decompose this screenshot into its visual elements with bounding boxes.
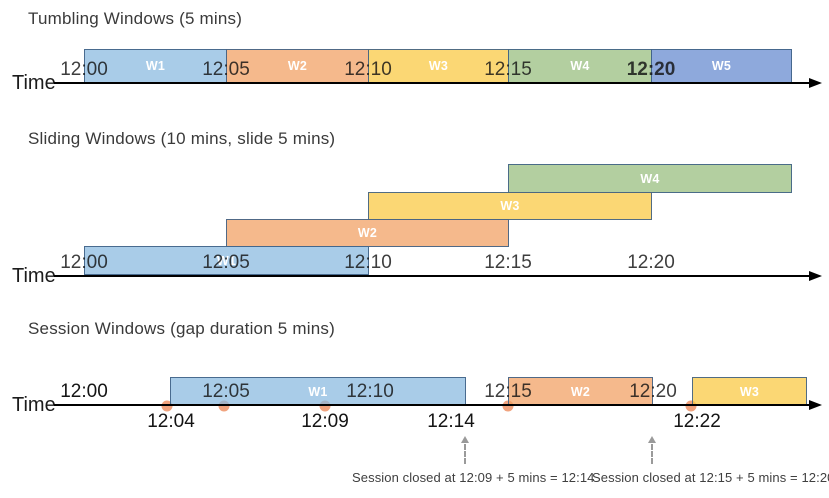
tumbling-axis-arrowhead-icon bbox=[809, 78, 822, 88]
sliding-window-w4: W4 bbox=[508, 164, 792, 193]
session-axis-label: Time bbox=[12, 394, 56, 416]
tumbling-window-w5: W5 bbox=[651, 49, 792, 83]
tumbling-tick: 12:15 bbox=[484, 59, 532, 80]
session-window-w1: W1 bbox=[170, 377, 466, 406]
event-dot-1205 bbox=[218, 400, 230, 412]
event-time-label: 12:14 bbox=[427, 411, 475, 432]
event-dot-1215 bbox=[502, 400, 514, 412]
tumbling-section-title: Tumbling Windows (5 mins) bbox=[28, 9, 243, 28]
session-closed-annotation-2: Session closed at 12:15 + 5 mins = 12:20 bbox=[592, 470, 829, 485]
event-time-label: 12:09 bbox=[301, 411, 349, 432]
annotation-arrow-up-icon bbox=[461, 436, 469, 443]
sliding-tick: 12:00 bbox=[60, 252, 108, 273]
sliding-tick: 12:10 bbox=[344, 252, 392, 273]
session-window-w3: W3 bbox=[692, 377, 807, 406]
session-tick: 12:20 bbox=[629, 381, 677, 402]
window-label: W2 bbox=[287, 59, 308, 73]
window-label: W3 bbox=[739, 384, 760, 399]
window-label: W4 bbox=[570, 59, 590, 73]
window-label: W3 bbox=[428, 59, 449, 73]
sliding-window-w2: W2 bbox=[226, 219, 509, 247]
window-label: W3 bbox=[500, 199, 520, 213]
annotation-arrow-line bbox=[464, 444, 466, 464]
session-tick: 12:10 bbox=[346, 381, 394, 402]
sliding-tick: 12:05 bbox=[202, 252, 250, 273]
sliding-window-w1: W1 bbox=[84, 246, 369, 275]
window-label: W1 bbox=[308, 384, 328, 399]
tumbling-tick: 12:20 bbox=[626, 59, 676, 80]
tumbling-tick: 12:10 bbox=[344, 59, 392, 80]
event-time-label: 12:04 bbox=[147, 411, 195, 432]
session-tick: 12:00 bbox=[60, 381, 108, 402]
event-dot-1222 bbox=[685, 400, 697, 412]
session-tick: 12:15 bbox=[484, 381, 532, 402]
sliding-tick: 12:20 bbox=[627, 252, 675, 273]
window-label: W2 bbox=[570, 384, 591, 399]
tumbling-window-w3: W3 bbox=[368, 49, 509, 83]
sliding-axis-arrowhead-icon bbox=[809, 271, 822, 281]
sliding-window-w3: W3 bbox=[368, 192, 652, 220]
annotation-arrow-line bbox=[651, 444, 653, 464]
window-label: W4 bbox=[640, 171, 660, 186]
event-dot-1204 bbox=[161, 400, 173, 412]
session-section-title: Session Windows (gap duration 5 mins) bbox=[28, 319, 335, 338]
sliding-axis-line bbox=[54, 275, 812, 277]
tumbling-tick: 12:05 bbox=[202, 59, 250, 80]
tumbling-window-w1: W1 bbox=[84, 49, 227, 83]
window-label: W5 bbox=[711, 59, 732, 73]
session-closed-annotation-1: Session closed at 12:09 + 5 mins = 12:14 bbox=[352, 470, 595, 485]
window-label: W1 bbox=[145, 59, 166, 73]
event-dot-1209 bbox=[319, 400, 331, 412]
sliding-section-title: Sliding Windows (10 mins, slide 5 mins) bbox=[28, 129, 336, 148]
session-tick: 12:05 bbox=[202, 381, 250, 402]
session-axis-line bbox=[54, 404, 812, 406]
tumbling-axis-label: Time bbox=[12, 72, 56, 94]
tumbling-tick: 12:00 bbox=[60, 59, 108, 80]
sliding-axis-label: Time bbox=[12, 265, 56, 287]
window-label: W2 bbox=[357, 226, 378, 240]
tumbling-axis-line bbox=[54, 82, 812, 84]
window-label: W1 bbox=[216, 253, 237, 268]
sliding-tick: 12:15 bbox=[484, 252, 532, 273]
annotation-arrow-up-icon bbox=[648, 436, 656, 443]
event-time-label: 12:22 bbox=[673, 411, 721, 432]
session-axis-arrowhead-icon bbox=[809, 400, 822, 410]
